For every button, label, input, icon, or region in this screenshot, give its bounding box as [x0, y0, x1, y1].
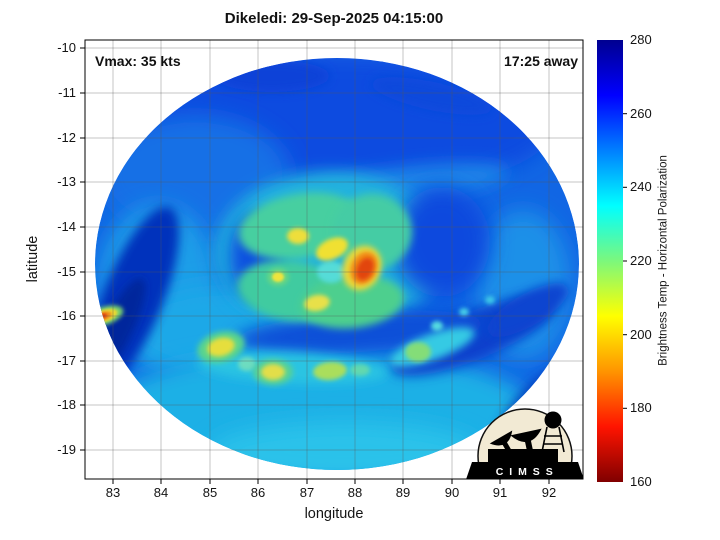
x-tick-label: 85	[202, 485, 218, 500]
x-tick-label: 92	[541, 485, 557, 500]
colorbar-tick-label: 160	[630, 474, 652, 489]
x-tick-label: 83	[105, 485, 121, 500]
y-tick-label: -13	[57, 174, 76, 189]
grid-lines	[85, 40, 583, 479]
y-tick-label: -17	[57, 353, 76, 368]
y-tick-label: -12	[57, 130, 76, 145]
vmax-annotation: Vmax: 35 kts	[95, 53, 181, 69]
colorbar-tick-label: 260	[630, 106, 652, 121]
y-tick-marks	[80, 47, 85, 451]
y-axis-label: latitude	[25, 235, 41, 283]
x-axis-label: longitude	[304, 506, 364, 522]
y-tick-label: -10	[57, 40, 76, 55]
y-tick-label: -14	[57, 219, 76, 234]
x-tick-marks	[112, 479, 550, 484]
x-tick-label: 88	[347, 485, 363, 500]
colorbar-tick-label: 200	[630, 327, 652, 342]
y-tick-label: -19	[57, 442, 76, 457]
cimss-banner-text: C I M S S	[496, 466, 554, 478]
axes-box	[80, 39, 584, 484]
colorbar-tick-label: 240	[630, 179, 652, 194]
cimss-logo: C I M S S	[466, 408, 583, 479]
eta-annotation: 17:25 away	[504, 53, 578, 69]
x-tick-label: 89	[395, 485, 411, 500]
colorbar	[597, 40, 627, 482]
y-tick-label: -11	[58, 85, 76, 100]
colorbar-tick-label: 220	[630, 253, 652, 268]
y-tick-label: -16	[57, 308, 76, 323]
colorbar-tick-label: 180	[630, 400, 652, 415]
colorbar-label: Brightness Temp - Horizontal Polarizatio…	[657, 155, 670, 366]
cimss-banner	[466, 462, 583, 479]
y-tick-label: -15	[57, 264, 76, 279]
x-tick-label: 84	[153, 485, 169, 500]
x-tick-label: 86	[250, 485, 266, 500]
y-tick-label: -18	[57, 397, 76, 412]
x-tick-label: 91	[492, 485, 508, 500]
x-tick-label: 87	[299, 485, 315, 500]
x-tick-label: 90	[444, 485, 460, 500]
water-tower-legs	[541, 426, 565, 453]
plot-title: Dikeledi: 29-Sep-2025 04:15:00	[224, 10, 444, 27]
colorbar-tick-marks	[623, 113, 627, 409]
colorbar-tick-label: 280	[630, 32, 652, 47]
water-tower-icon	[544, 411, 562, 429]
